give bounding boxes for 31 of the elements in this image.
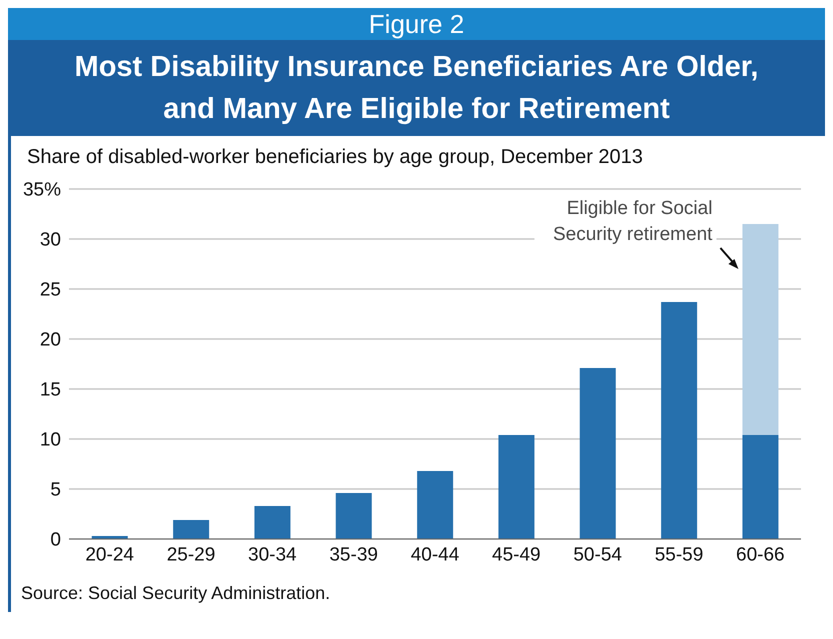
- bar: [742, 435, 778, 539]
- y-tick-label: 30: [40, 230, 61, 251]
- y-axis-title: Share of disabled-worker beneficiaries by age group, December 2013: [26, 146, 644, 169]
- x-tick-label: 35-39: [329, 544, 378, 566]
- y-tick-label: 15: [40, 380, 61, 401]
- x-tick-label: 20-24: [85, 544, 134, 566]
- bar: [742, 224, 778, 435]
- bar: [336, 493, 372, 539]
- x-tick-label: 40-44: [410, 544, 460, 566]
- bar: [661, 302, 698, 539]
- chart-subtitle: Most Disability Insurance Beneficiaries Are Older, and Many Are Eligible for Retirement: [8, 40, 825, 136]
- y-tick-label: 0: [50, 530, 61, 551]
- x-tick-label: 50-54: [573, 544, 622, 566]
- y-tick-label: 10: [40, 430, 61, 451]
- y-tick-label: 25: [40, 280, 61, 301]
- y-tick-label: 20: [40, 330, 61, 351]
- x-tick-label: 55-59: [654, 544, 704, 566]
- annotation: Eligible for Social Security retirement: [552, 198, 714, 245]
- bar: [173, 520, 210, 539]
- y-tick-label: 5: [50, 480, 61, 501]
- x-tick-label: 25-29: [166, 544, 216, 566]
- bar: [254, 506, 290, 539]
- bar: [417, 471, 454, 539]
- bar: [580, 368, 616, 539]
- x-tick-label: 60-66: [736, 544, 785, 566]
- x-tick-label: 45-49: [492, 544, 541, 566]
- y-tick-label: 35%: [22, 180, 62, 201]
- x-tick-label: 30-34: [248, 544, 298, 566]
- bar: [498, 435, 534, 539]
- source-note: Source: Social Security Administration.: [20, 582, 332, 605]
- chart-title: Figure 2: [8, 8, 825, 40]
